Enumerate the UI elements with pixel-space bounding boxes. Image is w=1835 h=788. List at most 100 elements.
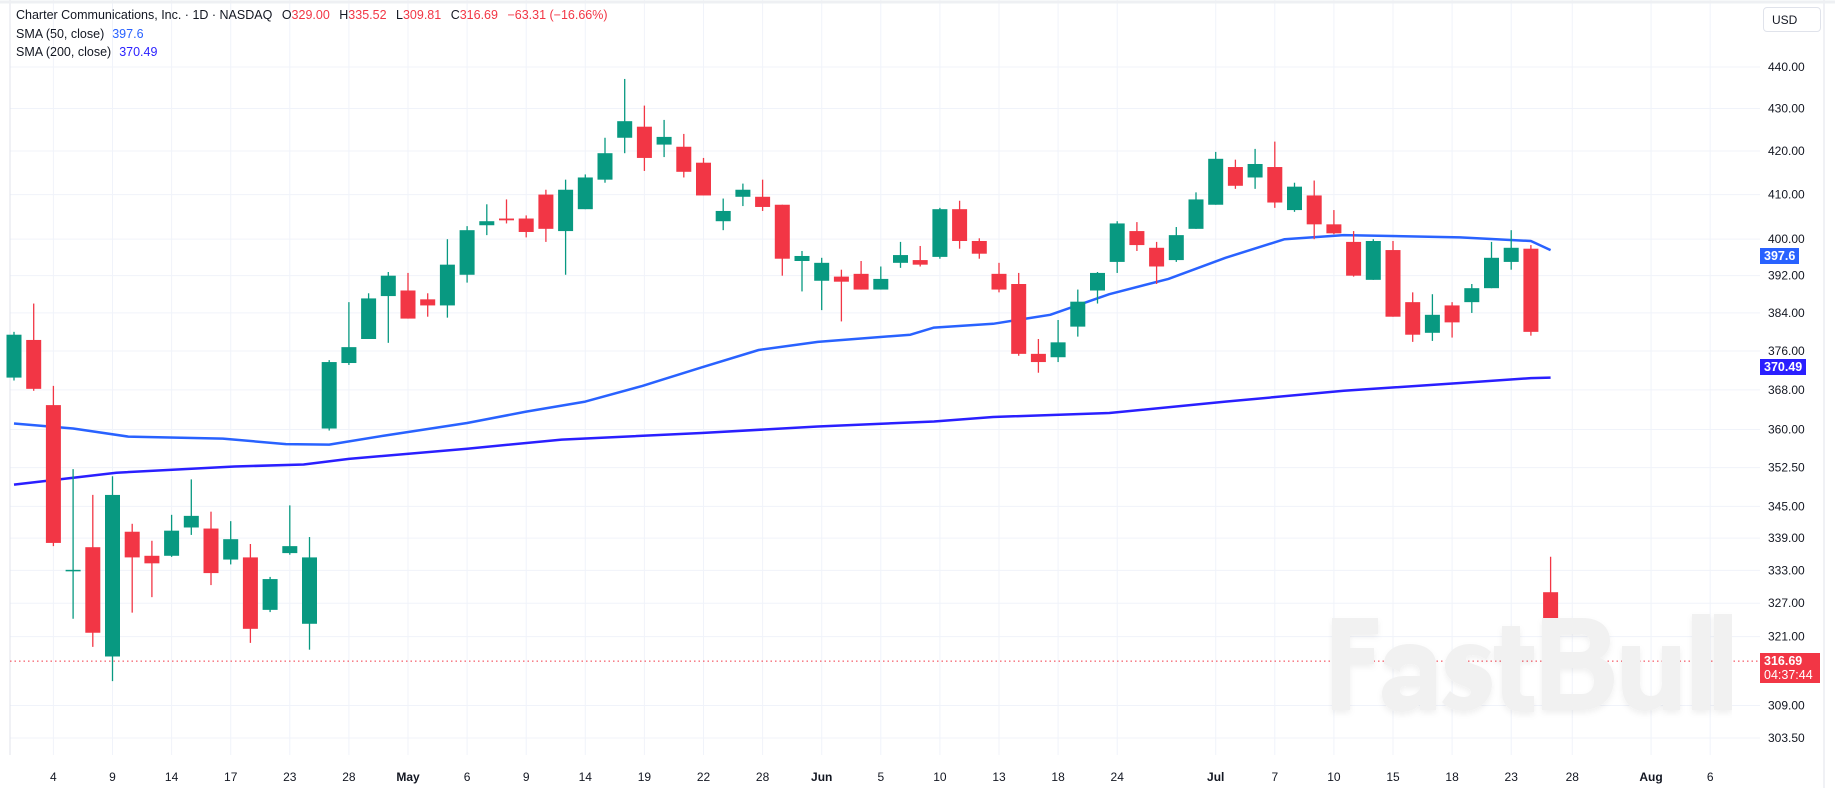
chart-legend: Charter Communications, Inc. · 1D · NASD… bbox=[16, 6, 608, 62]
candle-body-up bbox=[794, 255, 810, 261]
x-tick-label: 22 bbox=[697, 770, 711, 784]
candle-body-up bbox=[1070, 301, 1086, 327]
candles bbox=[6, 78, 1559, 701]
high-value: 335.52 bbox=[348, 8, 387, 22]
y-tick-label: 400.00 bbox=[1768, 232, 1805, 246]
candle-body-up bbox=[439, 264, 455, 306]
y-tick-label: 321.00 bbox=[1768, 630, 1805, 644]
candle-body-down bbox=[1227, 167, 1243, 186]
sma50-price-label: 397.6 bbox=[1760, 248, 1800, 264]
candle-body-up bbox=[164, 530, 180, 556]
candle-body-down bbox=[1444, 305, 1460, 323]
y-tick-label: 420.00 bbox=[1768, 144, 1805, 158]
x-tick-label: 28 bbox=[342, 770, 356, 784]
x-tick-label: 24 bbox=[1111, 770, 1125, 784]
candle-body-up bbox=[341, 347, 357, 364]
candle-body-down bbox=[518, 218, 534, 232]
candle-body-up bbox=[1090, 272, 1105, 291]
y-tick-label: 392.00 bbox=[1768, 269, 1805, 283]
candle-body-up bbox=[1208, 158, 1224, 205]
x-tick-label: 18 bbox=[1051, 770, 1065, 784]
candle-body-down bbox=[420, 299, 436, 306]
candle-body-down bbox=[499, 218, 514, 221]
candle-body-down bbox=[1405, 302, 1421, 335]
candle-body-down bbox=[833, 276, 849, 282]
candle-body-up bbox=[814, 262, 830, 281]
x-tick-label: Aug bbox=[1639, 770, 1662, 784]
sma-lines bbox=[13, 233, 1552, 486]
x-tick-label: 28 bbox=[1566, 770, 1580, 784]
x-tick-label: May bbox=[396, 770, 420, 784]
x-tick-label: 6 bbox=[464, 770, 471, 784]
legend-symbol-row[interactable]: Charter Communications, Inc. · 1D · NASD… bbox=[16, 6, 608, 25]
candle-body-down bbox=[1385, 250, 1401, 317]
y-tick-label: 384.00 bbox=[1768, 306, 1805, 320]
candle-body-up bbox=[459, 230, 475, 275]
time-axis[interactable]: 4 9 14 17 23 28 May 6 9 14 19 22 28 Jun 5 10 13 18 24 Jul 7 1… bbox=[50, 770, 1714, 784]
y-tick-label: 339.00 bbox=[1768, 531, 1805, 545]
candle-body-up bbox=[6, 334, 22, 378]
symbol-title: Charter Communications, Inc. · 1D · NASD… bbox=[16, 8, 273, 22]
open-value: 329.00 bbox=[291, 8, 330, 22]
close-label: C bbox=[450, 8, 460, 22]
grid bbox=[10, 0, 1760, 755]
candle-body-up bbox=[1365, 240, 1381, 280]
candle-body-up bbox=[65, 569, 81, 572]
candle-body-down bbox=[1030, 353, 1046, 363]
candle-body-up bbox=[1464, 288, 1480, 303]
x-tick-label: 9 bbox=[109, 770, 116, 784]
candle-body-up bbox=[1050, 342, 1066, 358]
candle-body-down bbox=[1149, 247, 1165, 267]
open-label: O bbox=[281, 8, 292, 22]
y-tick-label: 430.00 bbox=[1768, 102, 1805, 116]
low-label: L bbox=[396, 8, 403, 22]
legend-sma50-row[interactable]: SMA (50, close) 397.6 bbox=[16, 25, 608, 44]
x-tick-label: 15 bbox=[1386, 770, 1400, 784]
last-price-value: 316.69 bbox=[1764, 654, 1803, 668]
high-label: H bbox=[339, 8, 349, 22]
y-tick-label: 368.00 bbox=[1768, 383, 1805, 397]
x-tick-label: 18 bbox=[1445, 770, 1459, 784]
candle-body-up bbox=[361, 298, 377, 339]
candle-body-up bbox=[183, 515, 199, 528]
candle-body-down bbox=[991, 273, 1007, 290]
sma200-line bbox=[13, 376, 1551, 486]
y-tick-label: 410.00 bbox=[1768, 188, 1805, 202]
candle-body-up bbox=[577, 177, 593, 210]
x-tick-label: Jun bbox=[811, 770, 832, 784]
candle-body-up bbox=[558, 189, 574, 232]
y-tick-label: 376.00 bbox=[1768, 344, 1805, 358]
candle-body-up bbox=[1424, 314, 1440, 333]
candle-body-down bbox=[124, 531, 140, 558]
last-price-label: 316.69 04:37:44 bbox=[1760, 653, 1820, 683]
y-tick-label: 327.00 bbox=[1768, 596, 1805, 610]
candle-body-up bbox=[1109, 223, 1125, 262]
sma200-label: SMA (200, close) bbox=[16, 45, 112, 59]
candle-body-down bbox=[1543, 592, 1559, 662]
candle-body-down bbox=[85, 547, 101, 633]
low-value: 309.81 bbox=[402, 8, 442, 22]
legend-sma200-row[interactable]: SMA (200, close) 370.49 bbox=[16, 43, 608, 62]
candle-body-down bbox=[774, 204, 790, 259]
candle-body-up bbox=[932, 209, 948, 257]
candle-body-down bbox=[952, 209, 968, 241]
candle-body-up bbox=[282, 546, 298, 554]
sma50-value: 397.6 bbox=[112, 26, 144, 41]
candle-body-down bbox=[636, 126, 652, 158]
x-tick-label: 10 bbox=[933, 770, 947, 784]
bar-countdown: 04:37:44 bbox=[1764, 668, 1813, 682]
candle-body-down bbox=[1346, 241, 1362, 276]
candle-body-up bbox=[893, 255, 908, 263]
price-axis[interactable]: 440.00 430.00 420.00 410.00 400.00 392.00 384.… bbox=[1768, 60, 1805, 745]
candle-body-down bbox=[26, 339, 42, 389]
currency-button[interactable]: USD bbox=[1763, 7, 1821, 32]
y-tick-label: 352.50 bbox=[1768, 461, 1805, 475]
candle-body-down bbox=[1129, 231, 1145, 246]
candle-body-down bbox=[696, 162, 711, 196]
x-tick-label: 10 bbox=[1327, 770, 1341, 784]
close-value: 316.69 bbox=[459, 8, 498, 22]
candle-body-up bbox=[223, 539, 239, 560]
candle-body-up bbox=[262, 579, 278, 610]
